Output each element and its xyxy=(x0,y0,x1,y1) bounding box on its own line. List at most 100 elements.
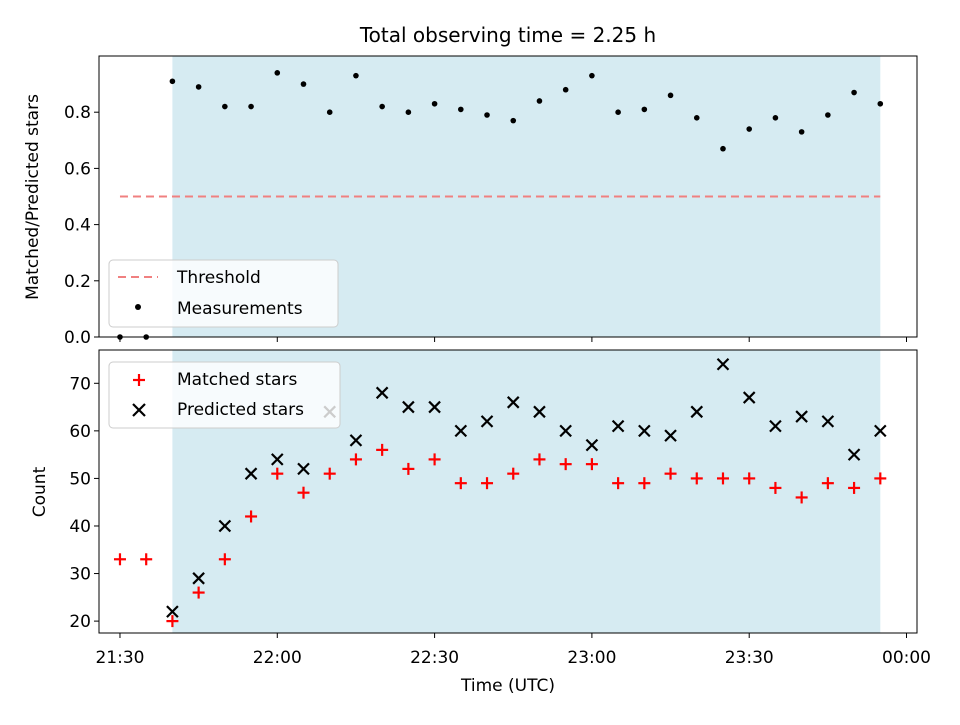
top-y-tick-label: 0.4 xyxy=(64,216,91,236)
predicted-star-point xyxy=(585,438,599,452)
measurement-point xyxy=(772,115,779,121)
matched-star-point xyxy=(690,472,703,485)
matched-star-point xyxy=(454,477,467,490)
predicted-star-point xyxy=(297,462,310,476)
matched-star-point xyxy=(848,481,861,494)
legend-predicted-label: Predicted stars xyxy=(177,400,304,420)
bottom-y-tick-label: 20 xyxy=(69,612,91,632)
matched-star-point xyxy=(218,553,231,566)
matched-star-point xyxy=(769,481,782,494)
top-y-tick-label: 0.2 xyxy=(64,272,91,292)
x-axis-label: Time (UTC) xyxy=(460,676,555,696)
matched-star-point xyxy=(428,453,441,466)
measurement-point xyxy=(615,109,621,115)
measurement-point xyxy=(510,117,517,124)
legend-predicted-swatch xyxy=(132,403,146,417)
measurement-point xyxy=(274,70,281,76)
predicted-star-point xyxy=(690,405,704,419)
top-y-tick-label: 0.0 xyxy=(64,328,91,348)
matched-star-point xyxy=(795,491,808,504)
bottom-panel-frame xyxy=(98,349,918,634)
matched-star-point xyxy=(271,467,284,480)
predicted-star-point xyxy=(874,424,887,438)
bottom-legend-box xyxy=(108,361,341,429)
predicted-star-point xyxy=(192,572,205,585)
bottom-y-tick-label: 70 xyxy=(69,374,91,394)
predicted-star-point xyxy=(166,605,179,618)
predicted-star-point xyxy=(847,448,861,461)
measurement-point xyxy=(562,86,569,93)
predicted-star-point xyxy=(638,424,651,438)
matched-star-point xyxy=(245,510,258,523)
measurement-point xyxy=(405,109,412,115)
top-legend: Threshold Measurements xyxy=(108,259,339,328)
top-panel-frame xyxy=(98,55,918,338)
measurement-point xyxy=(746,126,753,132)
measurement-point xyxy=(431,100,438,107)
predicted-star-point xyxy=(533,405,546,419)
x-tick-label: 23:30 xyxy=(725,648,774,668)
predicted-star-point xyxy=(716,357,730,371)
x-tick-label: 00:00 xyxy=(882,648,931,668)
matched-star-point xyxy=(874,472,887,485)
matched-star-point xyxy=(166,615,179,628)
matched-star-point xyxy=(481,477,494,490)
predicted-star-point xyxy=(349,434,363,447)
predicted-star-point xyxy=(664,429,677,442)
predicted-star-point xyxy=(402,400,415,414)
measurement-point xyxy=(169,78,176,85)
matched-star-point xyxy=(664,467,677,480)
bottom-y-tick-label: 40 xyxy=(69,517,91,537)
matched-star-point xyxy=(113,553,126,566)
bottom-y-axis-label: Count xyxy=(30,466,50,517)
matched-star-point xyxy=(716,472,729,485)
chart-title: Total observing time = 2.25 h xyxy=(359,23,656,47)
bottom-y-tick-label: 30 xyxy=(69,565,91,585)
measurement-point xyxy=(877,100,884,107)
measurement-point xyxy=(851,89,857,96)
measurement-point xyxy=(693,115,700,121)
predicted-star-point xyxy=(795,410,808,423)
bottom-x-axis: 21:30 22:00 22:30 23:00 23:30 00:00 xyxy=(95,633,931,668)
measurement-point xyxy=(536,98,543,104)
predicted-star-point xyxy=(271,453,284,466)
legend-measurements-swatch xyxy=(135,304,141,310)
bottom-y-tick-label: 60 xyxy=(69,422,91,442)
matched-star-point xyxy=(585,458,598,471)
matched-star-point xyxy=(743,472,756,485)
matched-star-point xyxy=(192,586,205,599)
predicted-star-point xyxy=(375,386,389,400)
predicted-star-point xyxy=(506,396,520,409)
bottom-y-axis: 20 30 40 50 60 70 xyxy=(69,374,99,632)
predicted-star-point xyxy=(611,419,625,433)
matched-star-point xyxy=(376,443,389,456)
measurement-point xyxy=(720,145,726,152)
x-tick-label: 22:30 xyxy=(410,648,459,668)
measurement-point xyxy=(667,92,674,99)
predicted-star-point xyxy=(742,391,756,404)
measurement-point xyxy=(326,109,333,115)
matched-star-point xyxy=(297,486,310,499)
top-legend-box xyxy=(108,259,339,328)
matched-star-point xyxy=(821,477,834,490)
top-y-axis-label: Matched/Predicted stars xyxy=(23,94,43,300)
top-y-tick-label: 0.6 xyxy=(64,159,91,179)
matched-star-point xyxy=(507,467,520,480)
measurement-point xyxy=(248,103,254,110)
bottom-y-tick-label: 50 xyxy=(69,469,91,489)
legend-threshold-label: Threshold xyxy=(176,268,261,288)
matched-star-point xyxy=(402,462,415,475)
bottom-panel-marks xyxy=(113,357,887,628)
bottom-panel: 20 30 40 50 60 70 21:30 22:00 22:30 23:00 23:30 00… xyxy=(30,349,931,696)
measurement-point xyxy=(484,112,490,118)
matched-star-point xyxy=(559,458,572,471)
predicted-star-point xyxy=(244,467,258,480)
top-y-tick-label: 0.8 xyxy=(64,103,91,123)
top-panel: 0.00.20.40.60.8 Matched/Predicted stars … xyxy=(23,55,918,348)
matched-star-point xyxy=(140,553,153,566)
predicted-star-point xyxy=(428,400,441,414)
predicted-star-point xyxy=(454,424,468,438)
matched-star-point xyxy=(533,453,546,466)
x-tick-label: 23:00 xyxy=(567,648,616,668)
